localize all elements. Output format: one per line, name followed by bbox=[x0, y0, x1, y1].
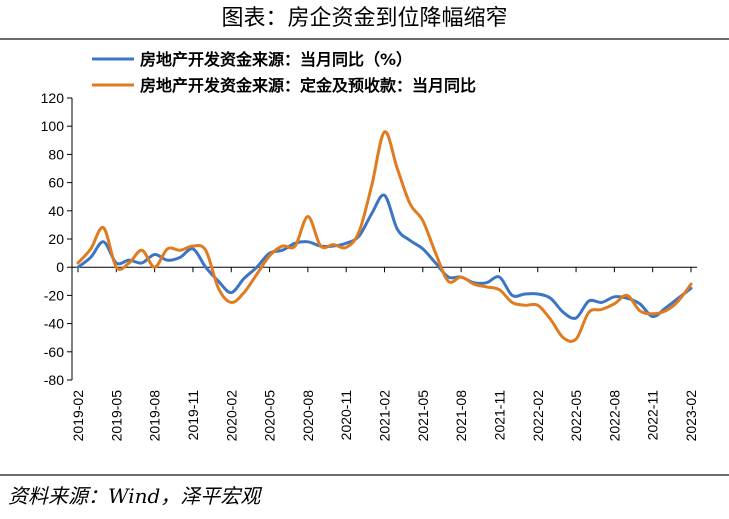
y-tick-label: 80 bbox=[48, 146, 64, 162]
y-tick-label: 20 bbox=[48, 231, 64, 247]
x-tick-label: 2021-02 bbox=[377, 390, 393, 442]
line-chart: 120 100 80 60 40 20 0 -20 -40 -60 -80 2019-02 2019-0… bbox=[41, 50, 699, 441]
x-tick-label: 2020-02 bbox=[223, 390, 239, 442]
title-divider bbox=[0, 38, 729, 40]
chart-lines bbox=[76, 130, 693, 343]
series-line-2 bbox=[76, 130, 693, 343]
x-tick-label: 2020-05 bbox=[262, 390, 278, 442]
chart-axes: 120 100 80 60 40 20 0 -20 -40 -60 -80 2019-02 2019-0… bbox=[41, 90, 699, 441]
x-tick-label: 2019-02 bbox=[70, 390, 86, 442]
x-tick-label: 2022-05 bbox=[568, 390, 584, 442]
x-tick-label: 2021-05 bbox=[415, 390, 431, 442]
chart-legend: 房地产开发资金来源：当月同比（%） 房地产开发资金来源：定金及预收款：当月同比 bbox=[92, 50, 476, 95]
y-tick-label: 60 bbox=[48, 175, 64, 191]
x-tick-label: 2020-11 bbox=[338, 390, 354, 441]
x-tick-label: 2019-05 bbox=[108, 390, 124, 442]
source-divider bbox=[0, 474, 729, 476]
source-note: 资料来源：Wind，泽平宏观 bbox=[8, 484, 261, 508]
legend-label-2: 房地产开发资金来源：定金及预收款：当月同比 bbox=[140, 76, 476, 95]
x-tick-label: 2020-08 bbox=[300, 390, 316, 442]
x-tick-label: 2022-11 bbox=[645, 390, 661, 441]
chart-title: 图表：房企资金到位降幅缩窄 bbox=[221, 6, 508, 31]
series-line-1 bbox=[76, 193, 693, 320]
x-tick-label: 2021-08 bbox=[453, 390, 469, 442]
x-tick-label: 2019-11 bbox=[185, 390, 201, 441]
y-tick-label: -60 bbox=[44, 344, 64, 360]
y-tick-label: 40 bbox=[48, 203, 64, 219]
y-tick-label: 100 bbox=[41, 118, 65, 134]
y-tick-label: -40 bbox=[44, 316, 64, 332]
y-tick-label: -20 bbox=[44, 287, 64, 303]
legend-label-1: 房地产开发资金来源：当月同比（%） bbox=[140, 50, 412, 69]
x-tick-label: 2019-08 bbox=[147, 390, 163, 442]
y-tick-label: 0 bbox=[56, 259, 64, 275]
y-tick-label: -80 bbox=[44, 372, 64, 388]
x-tick-label: 2022-02 bbox=[530, 390, 546, 442]
x-tick-label: 2023-02 bbox=[683, 390, 699, 442]
y-tick-label: 120 bbox=[41, 90, 65, 106]
x-tick-label: 2022-08 bbox=[606, 390, 622, 442]
x-tick-label: 2021-11 bbox=[491, 390, 507, 441]
